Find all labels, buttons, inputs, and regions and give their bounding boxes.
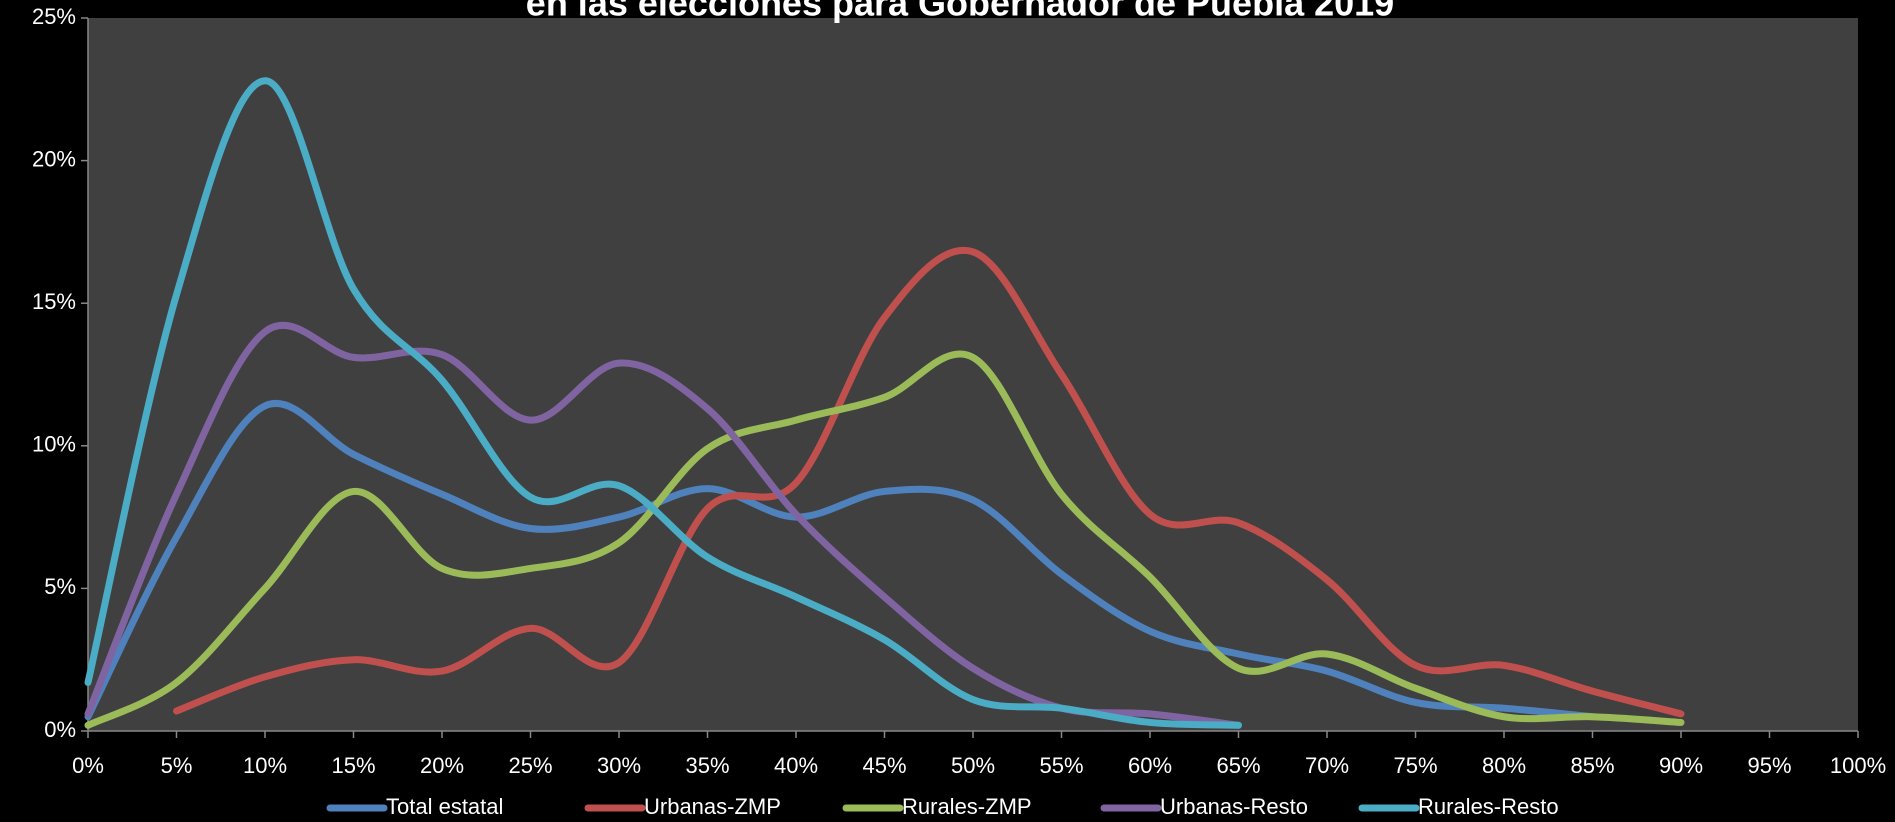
x-tick-label: 70% (1305, 753, 1349, 778)
legend-label: Urbanas-ZMP (644, 794, 781, 819)
legend-label: Rurales-Resto (1418, 794, 1559, 819)
x-tick-label: 55% (1039, 753, 1083, 778)
legend-label: Rurales-ZMP (902, 794, 1032, 819)
x-tick-label: 45% (862, 753, 906, 778)
x-tick-label: 5% (161, 753, 193, 778)
x-tick-label: 95% (1747, 753, 1791, 778)
x-tick-label: 20% (420, 753, 464, 778)
series-line (84, 350, 1685, 729)
y-tick-label: 0% (44, 717, 76, 742)
x-tick-label: 35% (685, 753, 729, 778)
x-tick-label: 75% (1393, 753, 1437, 778)
y-tick-label: 25% (32, 4, 76, 29)
x-tick-label: 50% (951, 753, 995, 778)
y-tick-label: 5% (44, 574, 76, 599)
y-tick-label: 10% (32, 432, 76, 457)
x-tick-label: 90% (1659, 753, 1703, 778)
x-tick-label: 80% (1482, 753, 1526, 778)
chart-title: en las elecciones para Gobernador de Pue… (526, 0, 1394, 24)
series-line (84, 400, 1596, 721)
x-tick-label: 85% (1570, 753, 1614, 778)
series-line (84, 77, 1242, 729)
x-tick-label: 15% (331, 753, 375, 778)
y-tick-label: 15% (32, 289, 76, 314)
series-line (173, 246, 1685, 718)
x-tick-label: 100% (1830, 753, 1886, 778)
x-tick-label: 60% (1128, 753, 1172, 778)
plot-area (88, 18, 1858, 731)
x-tick-label: 65% (1216, 753, 1260, 778)
x-tick-label: 40% (774, 753, 818, 778)
legend-label: Total estatal (386, 794, 503, 819)
series-line (84, 321, 1242, 729)
x-tick-label: 30% (597, 753, 641, 778)
x-tick-label: 0% (72, 753, 104, 778)
x-tick-label: 25% (508, 753, 552, 778)
y-tick-label: 20% (32, 146, 76, 171)
legend-label: Urbanas-Resto (1160, 794, 1308, 819)
x-tick-label: 10% (243, 753, 287, 778)
